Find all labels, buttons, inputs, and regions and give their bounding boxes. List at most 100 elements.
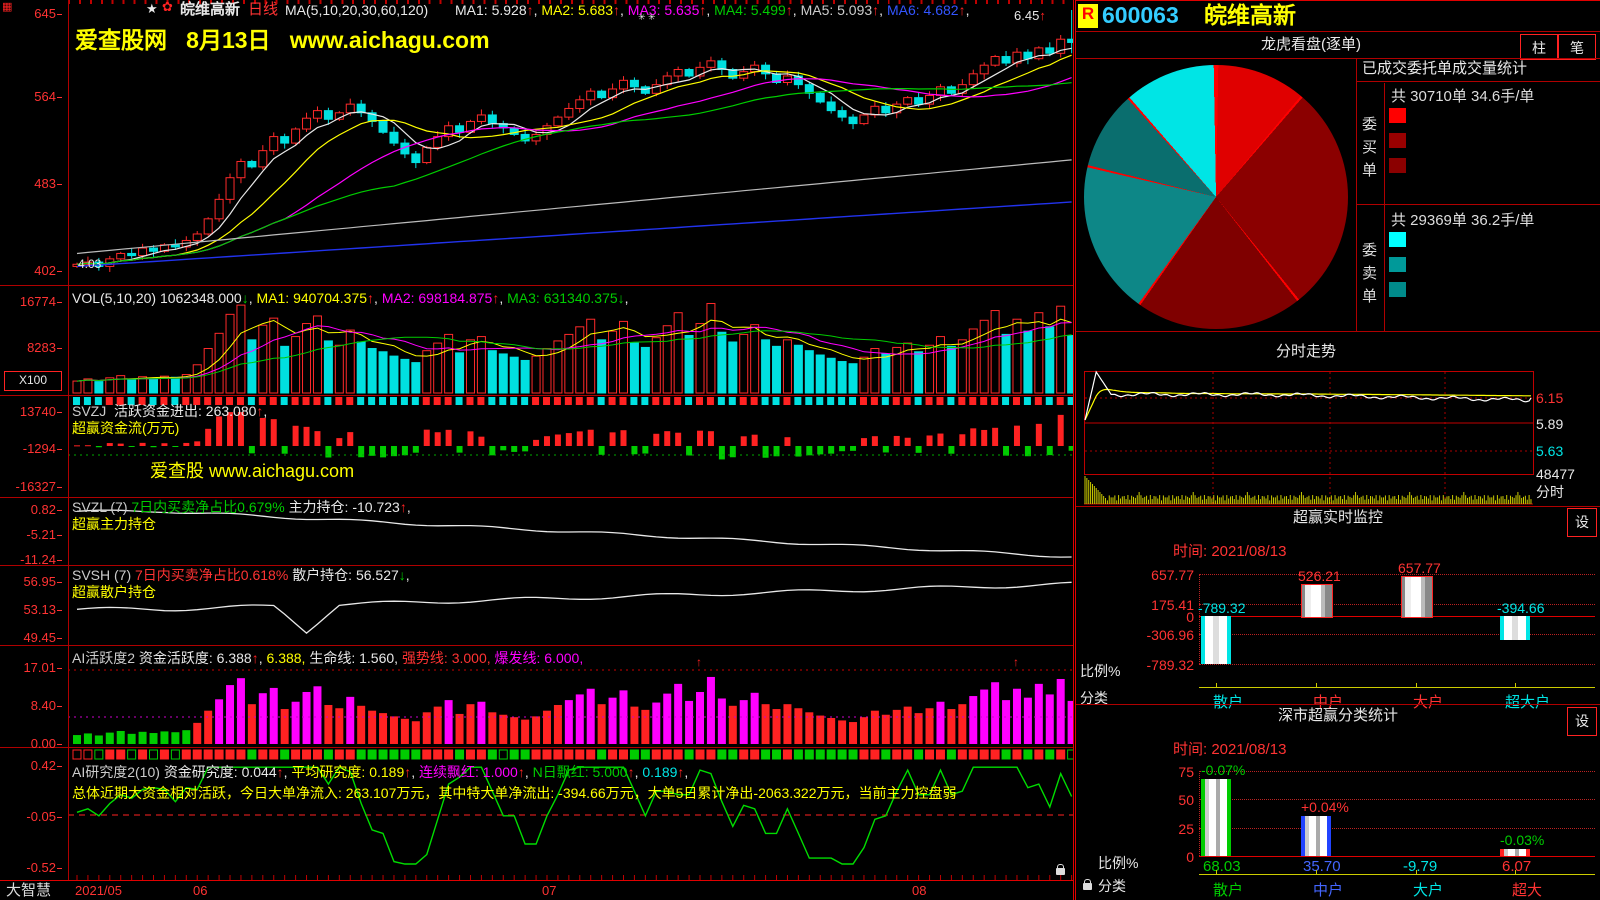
x-tick bbox=[1515, 870, 1516, 874]
order-row-swatch bbox=[1389, 133, 1406, 148]
monitor-category: 散户 bbox=[1213, 694, 1244, 711]
axis-label: 645 bbox=[4, 6, 62, 21]
axis-label: 483 bbox=[4, 176, 62, 191]
order-row-swatch bbox=[1389, 158, 1406, 173]
intraday-low-label: 5.63 bbox=[1536, 443, 1564, 459]
monitor-bar-value: 657.77 bbox=[1398, 560, 1441, 576]
ma-group-label: MA(5,10,20,30,60,120) bbox=[285, 2, 429, 18]
bar-mode-button[interactable]: 柱 bbox=[1520, 34, 1558, 60]
shenshi-ratio-label: 比例% bbox=[1098, 855, 1139, 871]
gridline bbox=[1199, 664, 1595, 665]
ai-research-message: 总体近期大资金相对活跃，今日大单净流入: 263.107万元，其中特大单净流出:… bbox=[72, 785, 957, 801]
left-charts-canvas: ↑ ↑ bbox=[68, 10, 1073, 880]
ma-value: MA5: 5.093↑, bbox=[800, 2, 887, 18]
shenshi-category: 超大 bbox=[1512, 882, 1543, 899]
shenshi-category: 大户 bbox=[1413, 882, 1444, 899]
monitor-ratio-label: 比例% bbox=[1080, 663, 1121, 679]
watermark-top: 爱查股网 8月13日 www.aichagu.com bbox=[75, 27, 490, 53]
vol-ma-value: MA2: 698184.875↑, bbox=[381, 290, 508, 306]
intraday-title: 分时走势 bbox=[1276, 343, 1337, 360]
date-label: 2021/05 bbox=[75, 883, 122, 898]
monitor-category: 中户 bbox=[1313, 694, 1344, 711]
high-price-marker: 6.45↑ bbox=[1014, 8, 1046, 23]
axis-label: 402 bbox=[4, 263, 62, 278]
gridline bbox=[1199, 604, 1595, 605]
monitor-bar bbox=[1301, 584, 1333, 618]
monitor-time: 时间: 2021/08/13 bbox=[1173, 543, 1287, 560]
x-axis bbox=[1199, 687, 1595, 688]
svzj-header: SVZJ 活跃资金进出: 263.080↑, bbox=[72, 403, 268, 419]
order-row-swatch bbox=[1389, 232, 1406, 247]
date-label: 07 bbox=[542, 883, 557, 898]
shenshi-time: 时间: 2021/08/13 bbox=[1173, 741, 1287, 758]
intraday-tag: 分时 bbox=[1536, 484, 1564, 500]
vol-ma-value: MA1: 940704.375↑, bbox=[256, 290, 382, 306]
volume-pie-chart bbox=[1084, 65, 1348, 329]
shenshi-class-label: 分类 bbox=[1098, 878, 1126, 894]
x100-scale-label: X100 bbox=[4, 371, 62, 391]
svg-text:↑: ↑ bbox=[696, 655, 702, 669]
shenshi-title: 深市超赢分类统计 bbox=[1277, 707, 1398, 724]
monitor-y-label: 175.41 bbox=[1151, 597, 1194, 613]
ma-value: MA3: 5.635↑, bbox=[627, 2, 715, 18]
period-label[interactable]: 日线 bbox=[248, 1, 279, 18]
table-title: 已成交委托单成交量统计 bbox=[1362, 60, 1528, 77]
shenshi-category: 中户 bbox=[1313, 882, 1344, 899]
order-side-label: 委 bbox=[1362, 116, 1378, 133]
axis-label: 0.42 bbox=[4, 758, 62, 773]
ma-value: MA2: 5.683↑, bbox=[541, 2, 628, 18]
lock-icon[interactable] bbox=[1056, 864, 1065, 875]
axis-label: -5.21 bbox=[4, 527, 62, 542]
x-tick bbox=[1216, 683, 1217, 688]
axis-label: 0.82 bbox=[4, 502, 62, 517]
intraday-chart bbox=[1084, 370, 1534, 505]
shenshi-bar bbox=[1301, 815, 1331, 856]
ma-value: MA1: 5.928↑, bbox=[455, 2, 542, 18]
order-summary: 共 29369单 36.2手/单 bbox=[1391, 212, 1535, 229]
order-side-label: 委 bbox=[1362, 242, 1378, 259]
stock-name[interactable]: 皖维高新 bbox=[1204, 2, 1296, 28]
shenshi-settings-button[interactable]: 设 bbox=[1567, 707, 1597, 736]
shenshi-bar bbox=[1500, 849, 1530, 856]
pie-title: 龙虎看盘(逐单) bbox=[1261, 36, 1361, 53]
gridline bbox=[1199, 574, 1595, 575]
y-axis bbox=[1199, 574, 1200, 664]
stock-code[interactable]: 600063 bbox=[1102, 2, 1179, 28]
gridline bbox=[1199, 771, 1595, 772]
y-axis bbox=[1199, 771, 1200, 856]
gridline bbox=[1199, 634, 1595, 635]
monitor-y-label: -789.32 bbox=[1146, 657, 1194, 673]
axis-label: -0.05 bbox=[4, 809, 62, 824]
monitor-settings-button[interactable]: 设 bbox=[1567, 508, 1597, 537]
axis-label: 53.13 bbox=[4, 602, 62, 617]
shenshi-category: 散户 bbox=[1213, 882, 1244, 899]
axis-label: 17.01 bbox=[4, 660, 62, 675]
shenshi-value: 68.03 bbox=[1203, 858, 1241, 875]
shenshi-value: -9.79 bbox=[1403, 858, 1438, 875]
monitor-category: 大户 bbox=[1413, 694, 1444, 711]
shenshi-y-label: 25 bbox=[1178, 821, 1194, 837]
shenshi-bar-pct: -0.07% bbox=[1201, 761, 1246, 778]
monitor-bar bbox=[1500, 616, 1530, 640]
shenshi-lock-icon[interactable] bbox=[1083, 879, 1092, 890]
x-tick bbox=[1216, 870, 1217, 874]
shenshi-bar-pct: +0.04% bbox=[1301, 798, 1349, 815]
ma-value: MA4: 5.499↑, bbox=[714, 2, 801, 18]
monitor-class-label: 分类 bbox=[1080, 690, 1108, 706]
vol-ma-value: MA3: 631340.375↓, bbox=[507, 290, 629, 306]
axis-label: 16774 bbox=[4, 294, 62, 309]
pen-mode-button[interactable]: 笔 bbox=[1558, 34, 1596, 60]
monitor-y-label: -306.96 bbox=[1146, 627, 1194, 643]
shenshi-value: 6.07 bbox=[1502, 858, 1532, 875]
monitor-bar-value: -394.66 bbox=[1497, 600, 1545, 616]
svg-text:↑: ↑ bbox=[1013, 655, 1019, 669]
svsh-header: SVSH (7) 7日内买卖净占比0.618% 散户持仓: 56.527↓, bbox=[72, 567, 410, 583]
axis-label: 8.40 bbox=[4, 698, 62, 713]
ai-activity-header: AI活跃度2 资金活跃度: 6.388↑, 6.388, 生命线: 1.560,… bbox=[72, 650, 584, 666]
x-tick bbox=[1316, 870, 1317, 874]
flower-icon: ✿ bbox=[162, 0, 173, 14]
ma-values: MA1: 5.928↑, MA2: 5.683↑, MA3: 5.635↑, M… bbox=[455, 2, 969, 18]
zero-line bbox=[1199, 856, 1595, 857]
order-side-label: 买 bbox=[1362, 139, 1378, 156]
